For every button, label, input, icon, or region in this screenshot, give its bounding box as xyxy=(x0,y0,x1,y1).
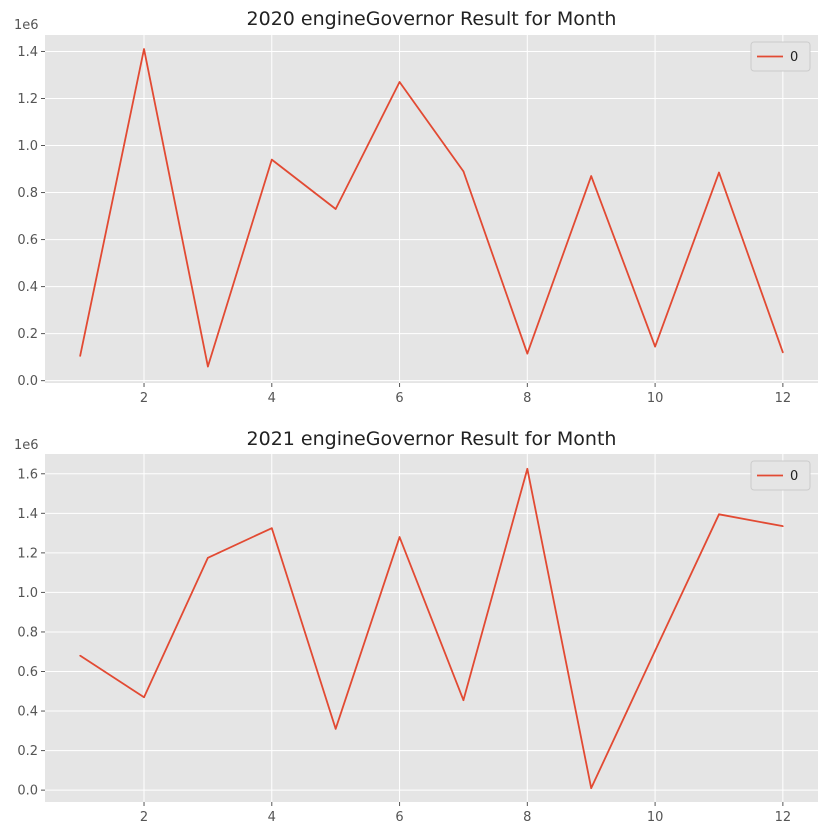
data-point xyxy=(654,345,656,348)
y-tick-label: 0.4 xyxy=(17,705,38,720)
data-point xyxy=(79,355,81,357)
data-point xyxy=(79,654,81,657)
legend: 0 xyxy=(750,460,811,491)
y-tick-label: 0.4 xyxy=(17,280,38,295)
data-point xyxy=(590,787,593,789)
x-tick-label: 4 xyxy=(268,391,276,406)
x-tick-label: 6 xyxy=(395,391,403,406)
data-point xyxy=(207,365,209,368)
y-tick-label: 0.6 xyxy=(17,665,38,680)
x-tick-label: 2 xyxy=(140,810,148,825)
x-tick-label: 10 xyxy=(647,391,664,406)
data-point xyxy=(270,527,273,529)
data-point xyxy=(718,513,720,516)
y-tick-label: 0.2 xyxy=(17,744,38,759)
x-tick-label: 12 xyxy=(775,810,792,825)
data-point xyxy=(143,48,145,50)
y-tick-label: 0.6 xyxy=(17,233,38,248)
data-point xyxy=(462,170,465,173)
data-point xyxy=(782,351,784,354)
x-tick-label: 6 xyxy=(395,810,403,825)
legend: 0 xyxy=(750,41,811,72)
data-point xyxy=(526,468,529,470)
y-tick-label: 0.8 xyxy=(17,625,38,640)
y-tick-label: 1.2 xyxy=(17,92,38,107)
plot-area xyxy=(45,454,818,802)
series-line xyxy=(79,48,784,368)
y-tick-label: 0.2 xyxy=(17,327,38,342)
y-tick-label: 0.8 xyxy=(17,186,38,201)
data-point xyxy=(526,352,529,355)
data-point xyxy=(718,171,720,174)
data-point xyxy=(590,175,593,177)
y-tick-label: 1.2 xyxy=(17,546,38,561)
x-tick-label: 12 xyxy=(775,391,792,406)
y-tick-label: 1.0 xyxy=(17,139,38,154)
data-point xyxy=(462,699,465,701)
y-tick-label: 0.0 xyxy=(17,374,38,389)
y-tick-label: 1.6 xyxy=(17,467,38,482)
x-tick-label: 8 xyxy=(523,391,531,406)
data-point xyxy=(207,557,209,559)
legend-label: 0 xyxy=(790,50,798,65)
data-point xyxy=(782,525,784,527)
chart-title: 2021 engineGovernor Result for Month xyxy=(247,428,617,450)
y-offset-label: 1e6 xyxy=(14,18,39,33)
data-point xyxy=(270,158,273,161)
chart-2: 2 4 6 8 10 12 0.0 0.2 0.4 0.6 0.8 1.0 1.2 1.4 1.6 1e6 20… xyxy=(14,428,818,825)
y-offset-label: 1e6 xyxy=(14,438,39,453)
series-line xyxy=(79,467,784,790)
data-point xyxy=(398,536,401,538)
y-tick-label: 1.0 xyxy=(17,586,38,601)
chart-title: 2020 engineGovernor Result for Month xyxy=(247,8,617,30)
y-tick-label: 1.4 xyxy=(17,45,38,60)
y-tick-label: 1.4 xyxy=(17,507,38,522)
chart-1: 2 4 6 8 10 12 0.0 0.2 0.4 0.6 0.8 1.0 1.2 1.4 1e6 2020 … xyxy=(14,8,818,406)
legend-label: 0 xyxy=(790,469,798,484)
x-tick-label: 8 xyxy=(523,810,531,825)
data-point xyxy=(398,81,401,83)
x-tick-label: 2 xyxy=(140,391,148,406)
x-tick-label: 4 xyxy=(268,810,276,825)
data-point xyxy=(654,649,656,652)
data-point xyxy=(334,208,337,210)
data-point xyxy=(334,728,337,730)
data-point xyxy=(143,696,145,699)
plot-area xyxy=(45,35,818,383)
x-tick-label: 10 xyxy=(647,810,664,825)
y-tick-label: 0.0 xyxy=(17,784,38,799)
